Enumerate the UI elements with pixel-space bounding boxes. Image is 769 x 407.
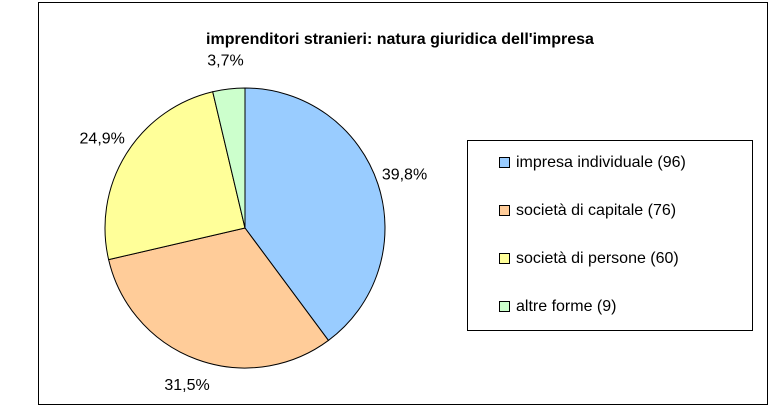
- legend-swatch: [499, 205, 510, 216]
- data-label: 3,7%: [207, 52, 243, 69]
- pie-slice: [108, 227, 330, 369]
- data-label: 24,9%: [80, 131, 125, 148]
- legend-swatch: [499, 301, 510, 312]
- pie-slice: [212, 87, 246, 229]
- legend-label: impresa individuale (96): [516, 154, 686, 171]
- legend-swatch: [499, 157, 510, 168]
- legend-frame: [467, 140, 753, 331]
- pie-slice: [244, 87, 386, 342]
- legend-swatch: [499, 253, 510, 264]
- legend-label: società di persone (60): [516, 250, 679, 267]
- data-label: 39,8%: [382, 167, 427, 184]
- legend-label: società di capitale (76): [516, 202, 676, 219]
- legend-label: altre forme (9): [516, 298, 616, 315]
- pie-slice: [104, 91, 246, 261]
- chart-title: imprenditori stranieri: natura giuridica…: [206, 31, 594, 48]
- data-label: 31,5%: [164, 377, 209, 394]
